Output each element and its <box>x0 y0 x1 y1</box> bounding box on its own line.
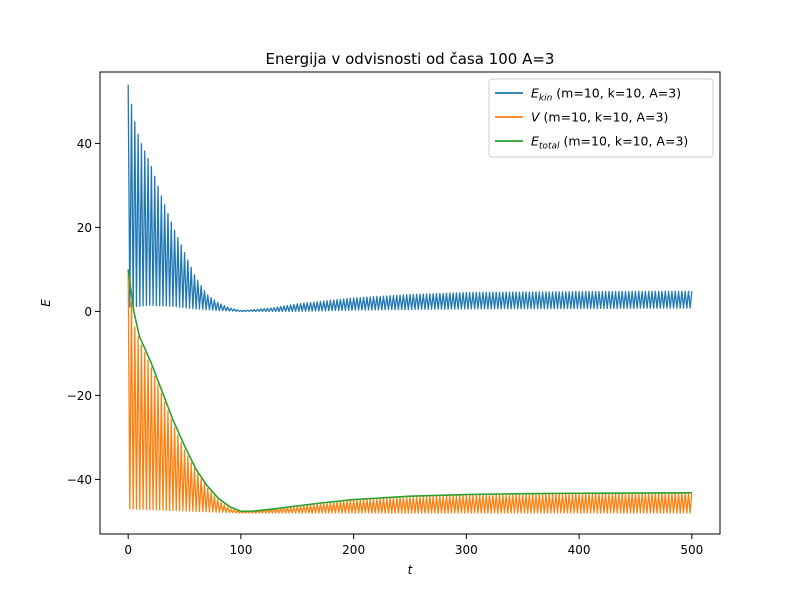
y-tick-label-4: 40 <box>77 137 92 151</box>
x-tick-label-1: 100 <box>229 543 252 557</box>
legend-entry-0: Ekin (m=10, k=10, A=3) <box>531 86 681 104</box>
x-axis: 0 100 200 300 400 500 <box>124 534 703 557</box>
series-line-0 <box>127 84 693 313</box>
series-line-2 <box>127 269 692 513</box>
y-tick-label-1: −20 <box>67 389 92 403</box>
x-tick-label-5: 500 <box>680 543 703 557</box>
x-tick-label-0: 0 <box>124 543 132 557</box>
legend: Ekin (m=10, k=10, A=3) V (m=10, k=10, A=3… <box>488 78 714 158</box>
y-tick-label-3: 20 <box>77 221 92 235</box>
x-tick-label-4: 400 <box>568 543 591 557</box>
x-axis-label: t <box>408 563 414 577</box>
y-tick-label-2: 0 <box>84 305 92 319</box>
plot-lines <box>127 84 693 514</box>
legend-entry-2: Etotal (m=10, k=10, A=3) <box>531 134 688 152</box>
legend-box <box>488 78 714 158</box>
series-line-1 <box>127 269 693 514</box>
x-tick-label-3: 300 <box>455 543 478 557</box>
plot-frame <box>99 71 721 535</box>
y-axis-label: E <box>39 299 53 307</box>
legend-entry-1: V (m=10, k=10, A=3) <box>531 110 668 125</box>
x-tick-label-2: 200 <box>342 543 365 557</box>
chart-title: Energija v odvisnosti od časa 100 A=3 <box>266 50 555 68</box>
y-axis: −40 −20 0 20 40 <box>67 137 100 487</box>
y-tick-label-0: −40 <box>67 473 92 487</box>
